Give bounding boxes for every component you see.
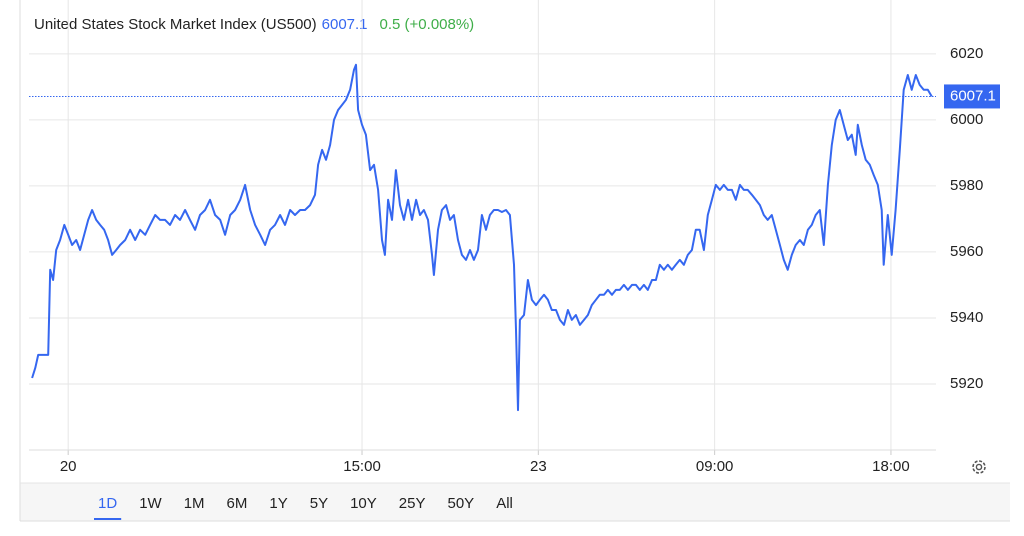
range-bar [20, 483, 1010, 521]
y-tick-label: 5960 [950, 243, 983, 260]
y-tick-label: 6000 [950, 111, 983, 128]
x-tick-label: 18:00 [872, 458, 910, 475]
x-tick-label: 15:00 [343, 458, 381, 475]
price: 6007.1 [322, 16, 368, 33]
x-tick-label: 23 [530, 458, 547, 475]
range-button[interactable]: 1M [184, 495, 205, 512]
plot [31, 63, 933, 412]
price-line [31, 63, 933, 412]
range-button[interactable]: 6M [227, 495, 248, 512]
range-button[interactable]: 1D [98, 495, 117, 512]
range-button[interactable]: All [496, 495, 513, 512]
grid [29, 0, 936, 450]
range-button[interactable]: 1Y [269, 495, 287, 512]
x-tick-label: 09:00 [696, 458, 734, 475]
gear-teeth [972, 460, 986, 474]
y-tick-label: 5940 [950, 309, 983, 326]
range-button[interactable]: 1W [139, 495, 162, 512]
title: United States Stock Market Index (US500) [34, 16, 317, 33]
range-button[interactable]: 50Y [448, 495, 475, 512]
chart-title: United States Stock Market Index (US500)… [34, 16, 474, 33]
y-tick-label: 5920 [950, 375, 983, 392]
y-tick-label: 6020 [950, 45, 983, 62]
range-button[interactable]: 5Y [310, 495, 328, 512]
range-button[interactable]: 25Y [399, 495, 426, 512]
settings-icon[interactable] [972, 460, 986, 474]
range-button[interactable]: 10Y [350, 495, 377, 512]
last-price-box [944, 84, 1000, 109]
y-tick-label: 5980 [950, 177, 983, 194]
last-price-label: 6007.1 [950, 87, 996, 104]
gear-hub [975, 463, 983, 471]
change: 0.5 (+0.008%) [380, 16, 475, 33]
x-tick-label: 20 [60, 458, 77, 475]
